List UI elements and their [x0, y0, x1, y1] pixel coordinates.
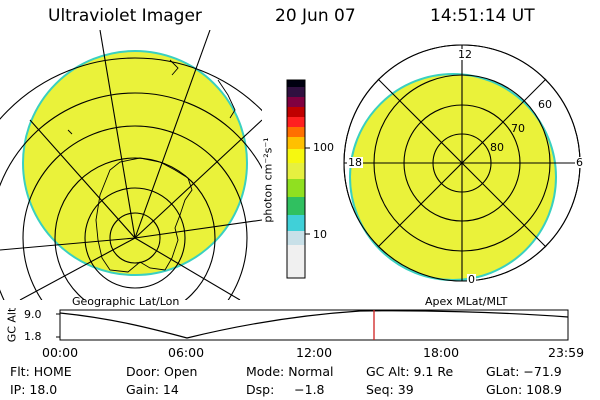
time-tick-1800: 18:00: [423, 345, 460, 360]
altitude-ytick-high: 9.0: [24, 308, 42, 321]
mlt-label-0: 0: [467, 273, 476, 286]
status-flt: Flt: HOME: [10, 364, 72, 379]
mlt-grid: [343, 44, 581, 282]
altitude-ylabel: GC Alt: [5, 307, 19, 343]
status-mode: Mode: Normal: [246, 364, 334, 379]
right-panel-caption: Apex MLat/MLT: [425, 295, 508, 308]
status-ip: IP: 18.0: [10, 382, 58, 397]
left-image-disk: [22, 50, 248, 276]
mlat-mlt-image: [343, 44, 581, 282]
status-glat: GLat: −71.9: [486, 364, 562, 379]
status-gain: Gain: 14: [126, 382, 179, 397]
instrument-title: Ultraviolet Imager: [48, 6, 202, 26]
time-tick-2359: 23:59: [548, 345, 585, 360]
mlt-label-18: 18: [347, 156, 363, 169]
mlat-label-80: 80: [490, 141, 504, 154]
mlat-label-70: 70: [511, 122, 525, 135]
status-seq: Seq: 39: [366, 382, 414, 397]
time-tick-1200: 12:00: [296, 345, 333, 360]
mlat-label-60: 60: [538, 98, 552, 111]
right-image-disk: [349, 73, 557, 281]
altitude-plot: [56, 309, 569, 341]
left-panel-caption: Geographic Lat/Lon: [72, 295, 180, 308]
colorbar-tick-100: 100: [313, 141, 334, 154]
status-gc-alt: GC Alt: 9.1 Re: [366, 364, 454, 379]
coastline: [67, 59, 236, 273]
time-label: 14:51:14 UT: [430, 6, 535, 26]
geographic-image: [0, 30, 262, 300]
colorbar-tick-10: 10: [313, 228, 327, 241]
altitude-curve: [59, 310, 569, 339]
color-scale-bar: [286, 79, 310, 279]
geo-grid: [0, 30, 262, 300]
status-dsp: Dsp: −1.8: [246, 382, 325, 397]
colorbar-unit-label: photon cm⁻²s⁻¹: [261, 137, 275, 223]
mlt-label-6: 6: [575, 156, 584, 169]
status-door: Door: Open: [126, 364, 198, 379]
time-tick-0000: 00:00: [42, 345, 79, 360]
status-glon: GLon: 108.9: [486, 382, 562, 397]
mlt-label-12: 12: [457, 48, 473, 61]
time-tick-0600: 06:00: [168, 345, 205, 360]
altitude-ytick-low: 1.8: [24, 330, 42, 343]
date-label: 20 Jun 07: [275, 6, 356, 26]
